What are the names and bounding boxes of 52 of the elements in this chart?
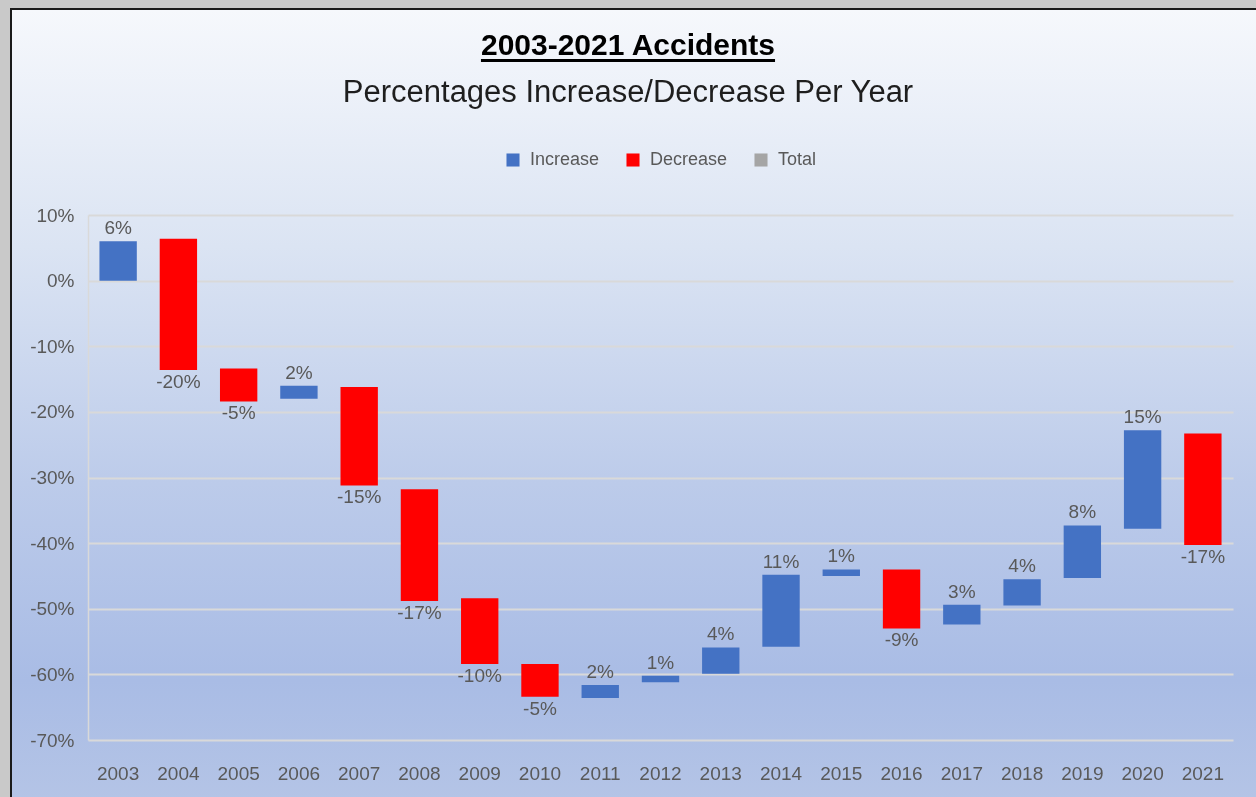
data-label: -17%: [1180, 546, 1226, 568]
x-tick-label: 2017: [940, 762, 983, 784]
data-label: 6%: [104, 217, 132, 239]
y-tick-label: -20%: [30, 401, 75, 423]
x-tick-label: 2019: [1061, 762, 1104, 784]
data-label: -20%: [156, 370, 201, 392]
x-tick-label: 2003: [96, 762, 140, 784]
data-label: -10%: [457, 664, 502, 686]
data-label: 2%: [285, 361, 313, 383]
x-tick-label: 2006: [277, 762, 321, 784]
x-tick-label: 2015: [820, 762, 863, 784]
data-label: 8%: [1068, 501, 1097, 523]
y-tick-label: -30%: [30, 467, 75, 488]
data-label: 2%: [586, 660, 615, 682]
data-label: 11%: [762, 550, 800, 572]
x-tick-label: 2005: [217, 762, 260, 784]
x-tick-label: 2010: [518, 762, 562, 784]
data-label: 15%: [1123, 406, 1162, 428]
data-label: -5%: [221, 402, 256, 424]
y-tick-label: -50%: [30, 598, 75, 620]
data-label: -5%: [523, 697, 557, 719]
y-tick-label: 0%: [47, 270, 75, 292]
y-tick-label: -60%: [30, 663, 75, 685]
x-tick-label: 2021: [1181, 762, 1225, 784]
chart-title: 2003-2021 Accidents: [480, 28, 776, 61]
y-tick-label: -70%: [30, 729, 75, 751]
x-tick-label: 2018: [1000, 762, 1044, 784]
data-label: 1%: [827, 545, 856, 567]
y-tick-label: -10%: [30, 335, 75, 357]
y-tick-label: 10%: [36, 204, 75, 226]
legend-label: Decrease: [650, 149, 728, 169]
legend-label: Increase: [530, 149, 600, 169]
x-tick-label: 2009: [458, 762, 501, 784]
data-label: 1%: [646, 651, 675, 673]
data-label: -9%: [884, 629, 919, 651]
x-tick-label: 2008: [398, 762, 441, 784]
x-tick-label: 2014: [759, 762, 803, 784]
x-tick-label: 2016: [880, 762, 923, 784]
x-tick-label: 2012: [639, 762, 682, 784]
y-tick-label: -40%: [30, 532, 75, 554]
data-label: 3%: [948, 580, 976, 602]
data-label: 4%: [1008, 555, 1036, 577]
x-tick-label: 2020: [1121, 762, 1164, 784]
x-tick-label: 2007: [338, 762, 381, 784]
chart-subtitle: Percentages Increase/Decrease Per Year: [341, 74, 915, 110]
data-label: 4%: [707, 623, 735, 645]
data-label: -15%: [337, 486, 382, 508]
x-tick-label: 2013: [699, 762, 742, 784]
legend-label: Total: [778, 149, 817, 169]
x-tick-label: 2011: [579, 762, 621, 784]
x-tick-label: 2004: [157, 762, 200, 784]
data-label: -17%: [397, 601, 442, 623]
